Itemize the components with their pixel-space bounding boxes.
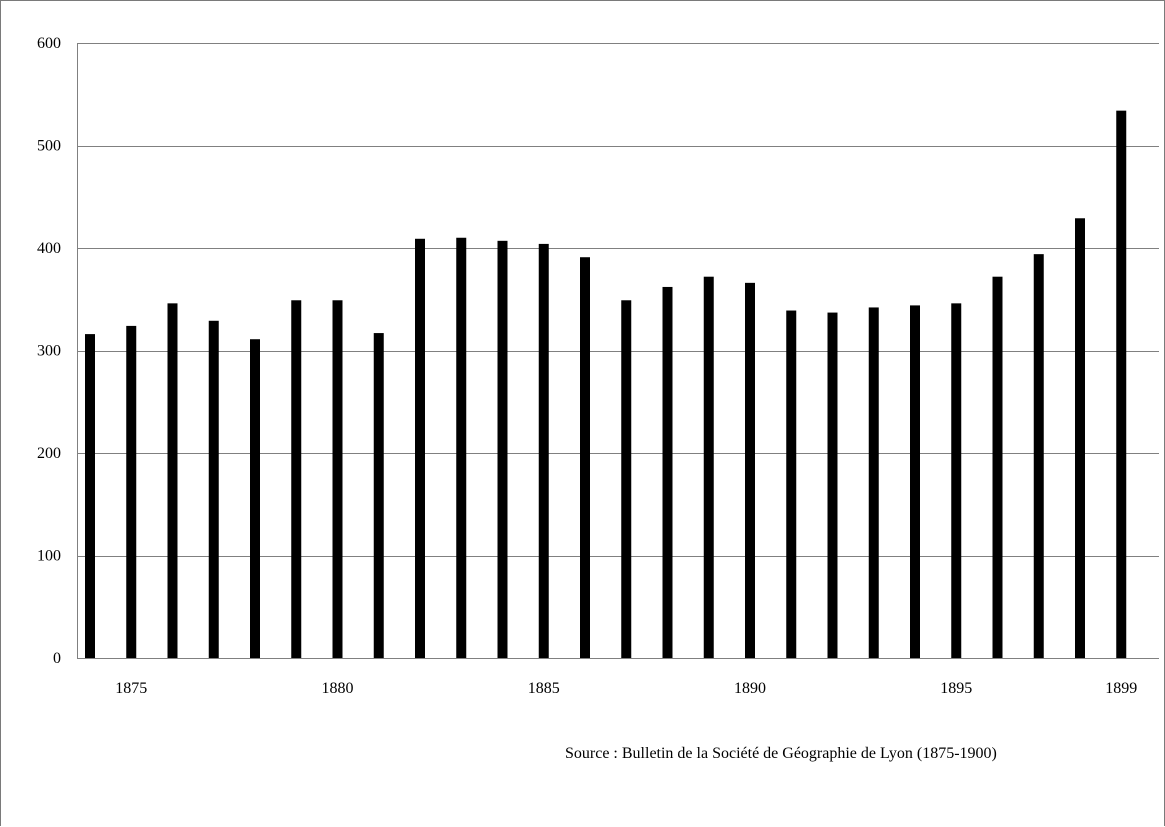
x-tick-label: 1895	[940, 680, 972, 697]
y-tick-labels: 0 100 200 300 400 500 600	[37, 35, 61, 667]
bar-1898	[1075, 218, 1085, 658]
y-tick-label: 500	[37, 138, 61, 155]
x-tick-label: 1875	[115, 680, 147, 697]
bar-1890	[745, 282, 755, 658]
bar-1885	[538, 243, 549, 658]
x-tick-label: 1880	[322, 680, 354, 697]
bar-1880	[332, 300, 343, 658]
bar-1891	[786, 310, 797, 658]
y-tick-label: 400	[37, 240, 61, 257]
y-tick-label: 100	[37, 548, 61, 565]
bar-1881	[373, 333, 384, 658]
bar-1897	[1033, 254, 1044, 658]
bar-1875	[126, 325, 137, 658]
bar-1882	[415, 238, 425, 658]
bar-1874	[85, 334, 95, 658]
bar-1884	[497, 240, 508, 658]
bars	[85, 110, 1127, 658]
x-tick-label: 1899	[1105, 680, 1137, 697]
bar-1878	[250, 339, 260, 658]
bar-1893	[868, 307, 879, 658]
axes	[77, 43, 1159, 659]
bar-1877	[208, 320, 219, 658]
x-tick-label: 1885	[528, 680, 560, 697]
bar-1889	[703, 276, 714, 658]
y-tick-label: 0	[53, 650, 61, 667]
bar-1883	[456, 237, 467, 658]
y-tick-label: 600	[37, 35, 61, 52]
bar-1886	[580, 257, 590, 658]
source-note: Source : Bulletin de la Société de Géogr…	[565, 745, 997, 762]
bar-1896	[992, 276, 1003, 658]
bar-1895	[951, 303, 962, 658]
x-tick-label: 1890	[734, 680, 766, 697]
bar-1888	[662, 286, 673, 658]
y-tick-label: 300	[37, 343, 61, 360]
bar-1894	[910, 305, 920, 658]
x-tick-labels: 1875 1880 1885 1890 1895 1899	[115, 680, 1137, 697]
bar-1879	[291, 300, 302, 658]
bar-1876	[167, 303, 178, 658]
bar-1892	[827, 312, 838, 658]
y-tick-label: 200	[37, 445, 61, 462]
bar-1899	[1116, 110, 1127, 658]
bar-1887	[621, 300, 632, 658]
